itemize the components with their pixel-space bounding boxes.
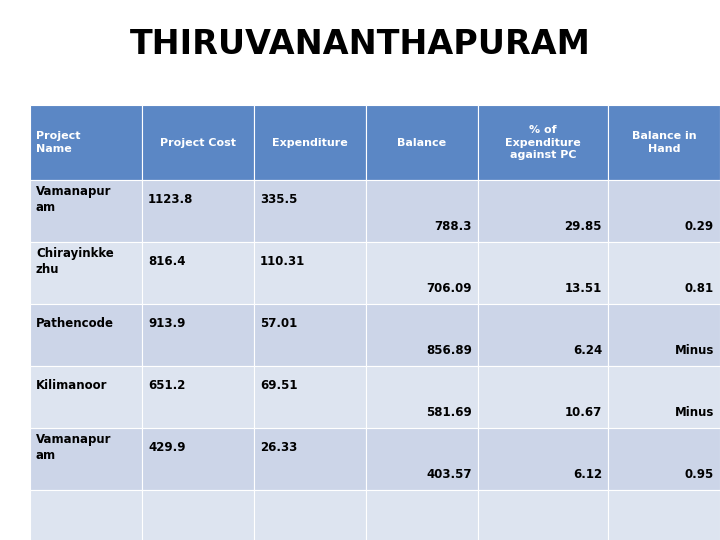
Bar xyxy=(366,490,478,540)
Text: 913.9: 913.9 xyxy=(148,318,185,330)
Bar xyxy=(608,490,720,540)
Text: 581.69: 581.69 xyxy=(426,406,472,419)
Text: % of
Expenditure
against PC: % of Expenditure against PC xyxy=(505,125,581,160)
Bar xyxy=(478,490,608,540)
Text: 110.31: 110.31 xyxy=(260,255,305,268)
Text: 6.24: 6.24 xyxy=(572,344,602,357)
Bar xyxy=(30,242,142,304)
Text: Vamanapur
am: Vamanapur am xyxy=(36,433,112,462)
Text: 335.5: 335.5 xyxy=(260,193,297,206)
Bar xyxy=(608,428,720,490)
Text: 26.33: 26.33 xyxy=(260,441,297,454)
Text: 6.12: 6.12 xyxy=(573,468,602,481)
Bar xyxy=(478,366,608,428)
Text: 651.2: 651.2 xyxy=(148,379,185,393)
Bar xyxy=(608,105,720,180)
Text: Project Cost: Project Cost xyxy=(160,138,236,147)
Text: 706.09: 706.09 xyxy=(426,282,472,295)
Bar xyxy=(254,366,366,428)
Bar xyxy=(608,366,720,428)
Text: Vamanapur
am: Vamanapur am xyxy=(36,185,112,214)
Text: Balance in
Hand: Balance in Hand xyxy=(631,131,696,154)
Text: Pathencode: Pathencode xyxy=(36,318,114,330)
Bar xyxy=(478,242,608,304)
Text: 57.01: 57.01 xyxy=(260,318,297,330)
Text: 10.67: 10.67 xyxy=(564,406,602,419)
Text: Chirayinkke
zhu: Chirayinkke zhu xyxy=(36,247,114,276)
Bar xyxy=(366,304,478,366)
Bar xyxy=(608,242,720,304)
Bar xyxy=(254,304,366,366)
Text: 29.85: 29.85 xyxy=(564,220,602,233)
Bar xyxy=(142,490,254,540)
Text: Balance: Balance xyxy=(397,138,446,147)
Text: 1123.8: 1123.8 xyxy=(148,193,194,206)
Bar xyxy=(366,242,478,304)
Text: 816.4: 816.4 xyxy=(148,255,186,268)
Bar xyxy=(478,428,608,490)
Bar xyxy=(366,428,478,490)
Bar xyxy=(30,105,142,180)
Bar xyxy=(142,428,254,490)
Bar xyxy=(608,180,720,242)
Text: THIRUVANANTHAPURAM: THIRUVANANTHAPURAM xyxy=(130,29,590,62)
Text: Project
Name: Project Name xyxy=(36,131,81,154)
Bar xyxy=(30,490,142,540)
Bar xyxy=(30,304,142,366)
Bar xyxy=(142,242,254,304)
Bar xyxy=(254,180,366,242)
Bar xyxy=(30,366,142,428)
Bar xyxy=(366,105,478,180)
Text: 69.51: 69.51 xyxy=(260,379,297,393)
Text: Minus: Minus xyxy=(675,406,714,419)
Bar xyxy=(254,428,366,490)
Bar xyxy=(30,428,142,490)
Bar xyxy=(254,242,366,304)
Text: Kilimanoor: Kilimanoor xyxy=(36,379,107,393)
Bar xyxy=(142,304,254,366)
Text: 0.95: 0.95 xyxy=(685,468,714,481)
Bar xyxy=(30,180,142,242)
Bar xyxy=(142,366,254,428)
Bar xyxy=(478,304,608,366)
Text: 403.57: 403.57 xyxy=(426,468,472,481)
Text: 0.81: 0.81 xyxy=(685,282,714,295)
Bar xyxy=(254,490,366,540)
Bar xyxy=(478,180,608,242)
Text: 13.51: 13.51 xyxy=(564,282,602,295)
Text: 856.89: 856.89 xyxy=(426,344,472,357)
Text: 0.29: 0.29 xyxy=(685,220,714,233)
Text: 429.9: 429.9 xyxy=(148,441,186,454)
Text: 788.3: 788.3 xyxy=(435,220,472,233)
Bar xyxy=(366,366,478,428)
Bar xyxy=(478,105,608,180)
Text: Minus: Minus xyxy=(675,344,714,357)
Bar xyxy=(366,180,478,242)
Bar xyxy=(608,304,720,366)
Text: Expenditure: Expenditure xyxy=(272,138,348,147)
Bar xyxy=(142,180,254,242)
Bar xyxy=(142,105,254,180)
Bar xyxy=(254,105,366,180)
